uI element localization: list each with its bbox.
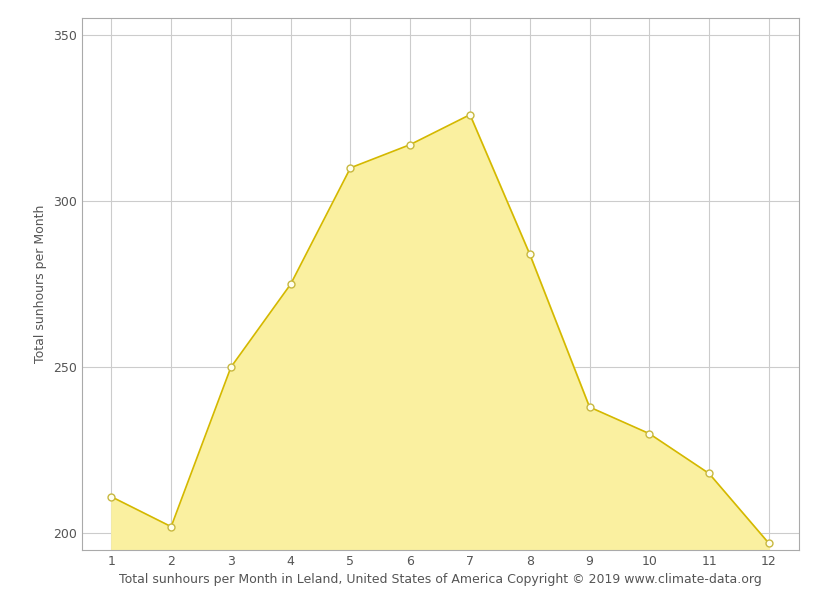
X-axis label: Total sunhours per Month in Leland, United States of America Copyright © 2019 ww: Total sunhours per Month in Leland, Unit… <box>119 573 761 587</box>
Y-axis label: Total sunhours per Month: Total sunhours per Month <box>34 205 47 364</box>
